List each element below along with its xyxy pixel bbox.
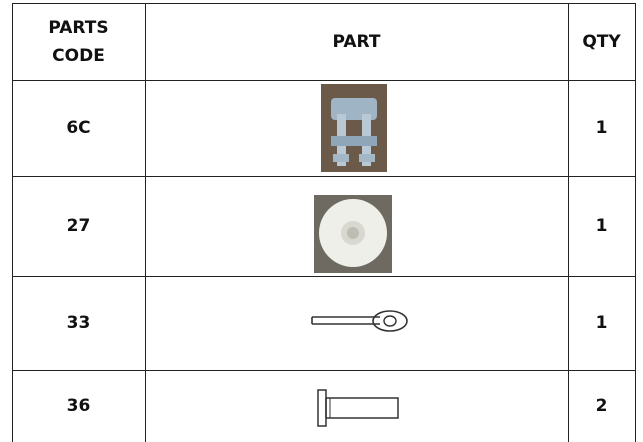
part-image bbox=[311, 310, 408, 332]
qty-cell: 1 bbox=[595, 313, 608, 333]
table-border bbox=[12, 3, 636, 4]
header-cell: PARTS CODE bbox=[48, 17, 109, 66]
header-cell: PART bbox=[332, 31, 381, 52]
qty-cell: 1 bbox=[595, 216, 608, 236]
qty-cell: 1 bbox=[595, 118, 608, 138]
column-line bbox=[635, 3, 636, 442]
qty-cell: 2 bbox=[595, 396, 608, 416]
part-image bbox=[317, 389, 399, 427]
header-cell: QTY bbox=[582, 31, 621, 52]
column-line bbox=[568, 3, 569, 442]
code-cell: 36 bbox=[66, 396, 91, 416]
code-cell: 33 bbox=[66, 313, 91, 333]
row-line bbox=[12, 370, 636, 371]
code-cell: 6C bbox=[66, 118, 91, 138]
column-line bbox=[12, 3, 13, 442]
part-image bbox=[314, 195, 392, 273]
row-line bbox=[12, 276, 636, 277]
part-image bbox=[321, 84, 387, 172]
code-cell: 27 bbox=[66, 216, 91, 236]
row-line bbox=[12, 176, 636, 177]
row-line bbox=[12, 80, 636, 81]
column-line bbox=[145, 3, 146, 442]
